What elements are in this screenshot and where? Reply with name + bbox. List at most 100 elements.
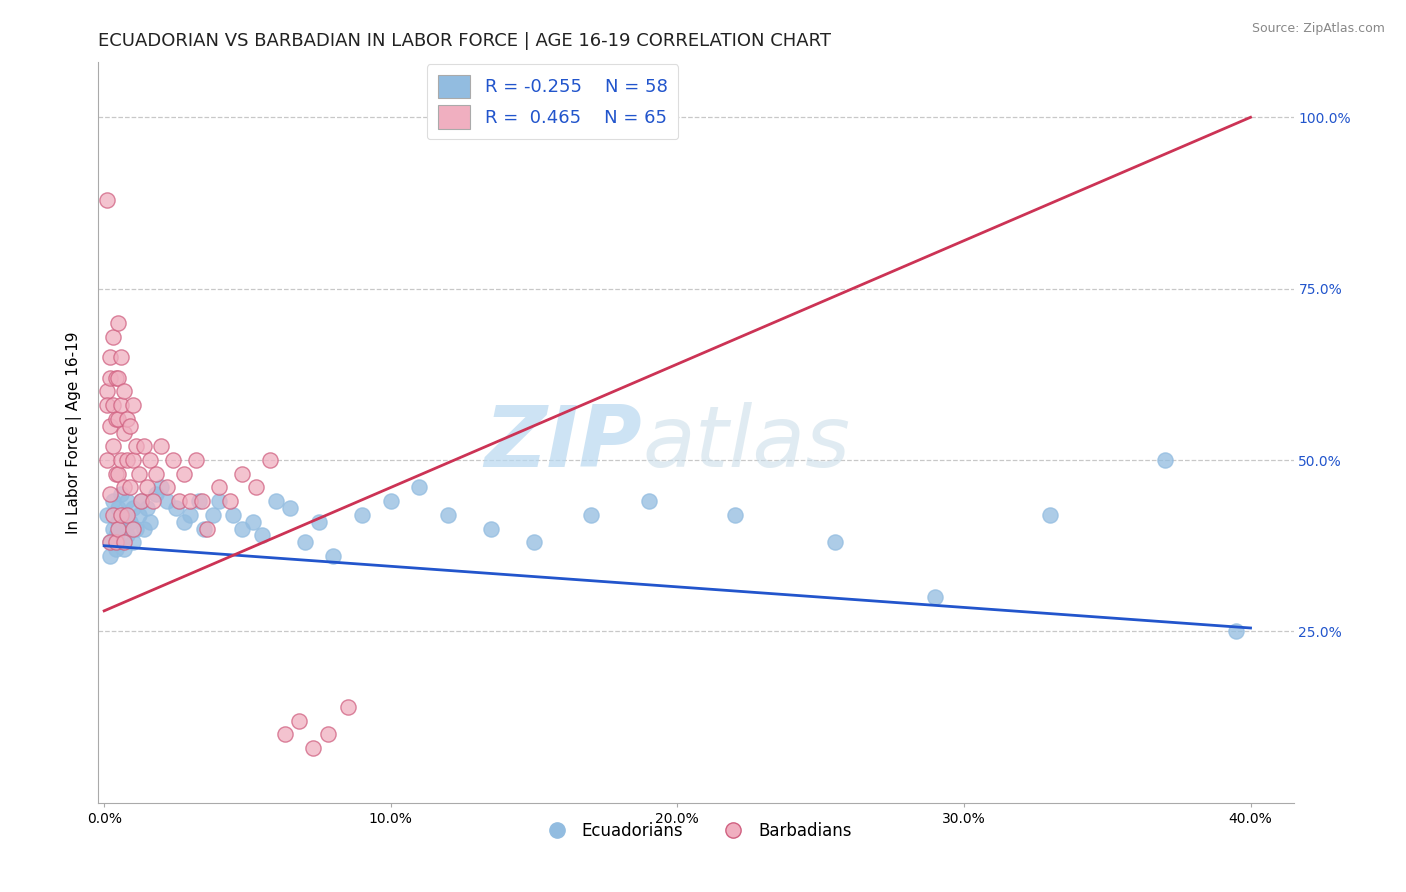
- Point: [336, 699, 359, 714]
- Point: [112, 542, 135, 557]
- Point: [250, 528, 273, 542]
- Point: [121, 535, 143, 549]
- Y-axis label: In Labor Force | Age 16-19: In Labor Force | Age 16-19: [66, 331, 83, 534]
- Point: [118, 515, 141, 529]
- Point: [110, 487, 132, 501]
- Point: [280, 501, 302, 516]
- Point: [110, 522, 132, 536]
- Point: [121, 453, 143, 467]
- Point: [134, 522, 156, 536]
- Point: [437, 508, 460, 522]
- Point: [124, 439, 146, 453]
- Point: [523, 535, 546, 549]
- Point: [101, 522, 124, 536]
- Point: [139, 453, 162, 467]
- Point: [264, 494, 287, 508]
- Point: [104, 528, 127, 542]
- Point: [101, 329, 124, 343]
- Point: [101, 398, 124, 412]
- Point: [1039, 508, 1062, 522]
- Point: [179, 508, 201, 522]
- Point: [107, 522, 129, 536]
- Point: [242, 515, 264, 529]
- Point: [142, 494, 165, 508]
- Point: [118, 418, 141, 433]
- Text: Source: ZipAtlas.com: Source: ZipAtlas.com: [1251, 22, 1385, 36]
- Point: [322, 549, 344, 563]
- Point: [115, 453, 138, 467]
- Point: [128, 508, 150, 522]
- Point: [1225, 624, 1247, 639]
- Point: [98, 418, 121, 433]
- Point: [104, 412, 127, 426]
- Point: [107, 515, 129, 529]
- Point: [231, 522, 253, 536]
- Point: [352, 508, 374, 522]
- Point: [145, 487, 167, 501]
- Point: [637, 494, 659, 508]
- Point: [208, 494, 231, 508]
- Point: [150, 439, 173, 453]
- Text: atlas: atlas: [643, 402, 851, 485]
- Point: [136, 501, 159, 516]
- Text: ECUADORIAN VS BARBADIAN IN LABOR FORCE | AGE 16-19 CORRELATION CHART: ECUADORIAN VS BARBADIAN IN LABOR FORCE |…: [98, 32, 831, 50]
- Point: [162, 453, 184, 467]
- Point: [124, 522, 146, 536]
- Point: [128, 467, 150, 481]
- Point: [104, 467, 127, 481]
- Point: [380, 494, 402, 508]
- Point: [195, 522, 218, 536]
- Point: [222, 508, 245, 522]
- Point: [98, 350, 121, 364]
- Point: [231, 467, 253, 481]
- Point: [121, 398, 143, 412]
- Point: [112, 508, 135, 522]
- Point: [115, 508, 138, 522]
- Point: [193, 522, 215, 536]
- Point: [316, 727, 339, 741]
- Point: [308, 515, 330, 529]
- Point: [1153, 453, 1175, 467]
- Point: [219, 494, 242, 508]
- Point: [408, 480, 430, 494]
- Point: [581, 508, 603, 522]
- Point: [96, 384, 118, 399]
- Point: [107, 412, 129, 426]
- Point: [107, 316, 129, 330]
- Point: [184, 453, 207, 467]
- Point: [101, 508, 124, 522]
- Point: [112, 535, 135, 549]
- Point: [190, 494, 212, 508]
- Point: [259, 453, 281, 467]
- Point: [104, 542, 127, 557]
- Point: [156, 494, 179, 508]
- Point: [121, 501, 143, 516]
- Point: [98, 535, 121, 549]
- Point: [104, 371, 127, 385]
- Point: [107, 467, 129, 481]
- Point: [110, 508, 132, 522]
- Point: [115, 528, 138, 542]
- Point: [98, 371, 121, 385]
- Point: [96, 508, 118, 522]
- Text: ZIP: ZIP: [485, 402, 643, 485]
- Point: [107, 371, 129, 385]
- Legend: Ecuadorians, Barbadians: Ecuadorians, Barbadians: [533, 815, 859, 847]
- Point: [294, 535, 316, 549]
- Point: [98, 535, 121, 549]
- Point: [115, 494, 138, 508]
- Point: [288, 714, 311, 728]
- Point: [156, 480, 179, 494]
- Point: [107, 501, 129, 516]
- Point: [173, 515, 195, 529]
- Point: [145, 467, 167, 481]
- Point: [110, 453, 132, 467]
- Point: [98, 549, 121, 563]
- Point: [112, 480, 135, 494]
- Point: [115, 412, 138, 426]
- Point: [112, 425, 135, 440]
- Point: [98, 487, 121, 501]
- Point: [165, 501, 187, 516]
- Point: [150, 480, 173, 494]
- Point: [479, 522, 502, 536]
